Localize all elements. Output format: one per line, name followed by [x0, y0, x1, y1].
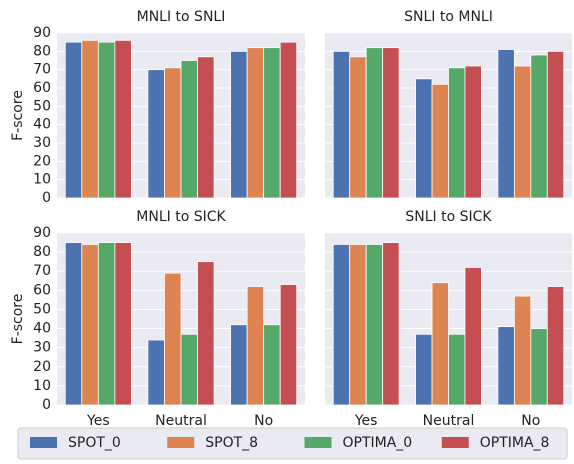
bar: [546, 286, 565, 406]
y-tick-label: 80: [33, 244, 51, 260]
chart-title: MNLI to SICK: [136, 209, 226, 225]
bar: [431, 83, 449, 199]
legend-box: [17, 427, 568, 460]
bar: [114, 242, 132, 406]
bar: [448, 333, 466, 406]
bar: [513, 65, 532, 199]
bar: [497, 49, 515, 199]
chart-title: MNLI to SNLI: [137, 9, 226, 25]
bar: [448, 67, 466, 199]
bar: [464, 266, 482, 406]
bar: [97, 41, 116, 199]
bar: [230, 50, 248, 199]
y-tick-label: 90: [33, 225, 51, 241]
bar: [147, 69, 165, 199]
bar: [431, 282, 449, 406]
bar: [365, 47, 384, 199]
x-tick-label: Neutral: [155, 413, 207, 429]
y-tick-label: 10: [33, 172, 51, 188]
bar: [164, 272, 182, 406]
bar: [164, 67, 182, 199]
bar: [332, 50, 351, 199]
bar: [546, 50, 565, 199]
x-tick-label: No: [254, 413, 273, 429]
bar: [365, 244, 384, 406]
x-tick-label: No: [521, 413, 540, 429]
bar: [246, 47, 265, 199]
x-tick-label: Yes: [354, 413, 378, 429]
bar: [497, 326, 515, 406]
y-tick-label: 10: [33, 378, 51, 394]
bar: [114, 39, 132, 199]
y-tick-label: 70: [33, 263, 51, 279]
y-tick-label: 60: [33, 80, 51, 96]
bar: [180, 333, 198, 406]
bar: [349, 56, 367, 199]
y-tick-label: 50: [33, 301, 51, 317]
bar: [197, 261, 215, 406]
bar: [349, 244, 367, 406]
y-axis-label: F-score: [10, 294, 26, 345]
y-axis-label: F-score: [10, 90, 26, 141]
bar: [530, 54, 548, 199]
bar: [415, 333, 433, 406]
bar: [530, 328, 548, 406]
bar: [263, 324, 281, 406]
y-tick-label: 40: [33, 117, 51, 133]
bar: [263, 47, 281, 199]
legend-label: SPOT_8: [205, 435, 258, 451]
legend-swatch: [441, 437, 469, 448]
bar: [382, 47, 400, 199]
chart-title: SNLI to MNLI: [404, 9, 493, 25]
bar: [147, 339, 165, 406]
x-tick-label: Yes: [86, 413, 110, 429]
bar: [513, 295, 532, 406]
bar: [415, 78, 433, 199]
legend-swatch: [304, 437, 332, 448]
bar: [81, 39, 99, 199]
legend-label: OPTIMA_8: [480, 435, 550, 451]
legend-label: SPOT_0: [68, 435, 121, 451]
bar: [64, 41, 83, 199]
bar: [382, 242, 400, 406]
y-tick-label: 40: [33, 321, 51, 337]
bar: [97, 242, 116, 406]
y-tick-label: 70: [33, 62, 51, 78]
bar: [64, 242, 83, 406]
legend-swatch: [30, 437, 57, 448]
bar: [230, 324, 248, 406]
bar: [464, 65, 482, 199]
y-tick-label: 30: [33, 135, 51, 151]
legend-label: OPTIMA_0: [343, 435, 413, 451]
bar: [279, 284, 298, 406]
y-tick-label: 30: [33, 340, 51, 356]
bar: [81, 244, 99, 406]
y-tick-label: 0: [42, 397, 51, 413]
y-tick-label: 20: [33, 359, 51, 375]
y-tick-label: 20: [33, 153, 51, 169]
legend-swatch: [167, 437, 195, 448]
y-tick-label: 0: [42, 190, 51, 206]
y-tick-label: 90: [33, 25, 51, 41]
chart-title: SNLI to SICK: [405, 209, 492, 225]
bar: [197, 56, 215, 199]
y-tick-label: 60: [33, 282, 51, 298]
x-tick-label: Neutral: [423, 413, 475, 429]
bar: [246, 286, 265, 406]
bar: [180, 60, 198, 199]
y-tick-label: 80: [33, 43, 51, 59]
bar: [332, 244, 351, 406]
bar: [279, 41, 298, 199]
y-tick-label: 50: [33, 98, 51, 114]
